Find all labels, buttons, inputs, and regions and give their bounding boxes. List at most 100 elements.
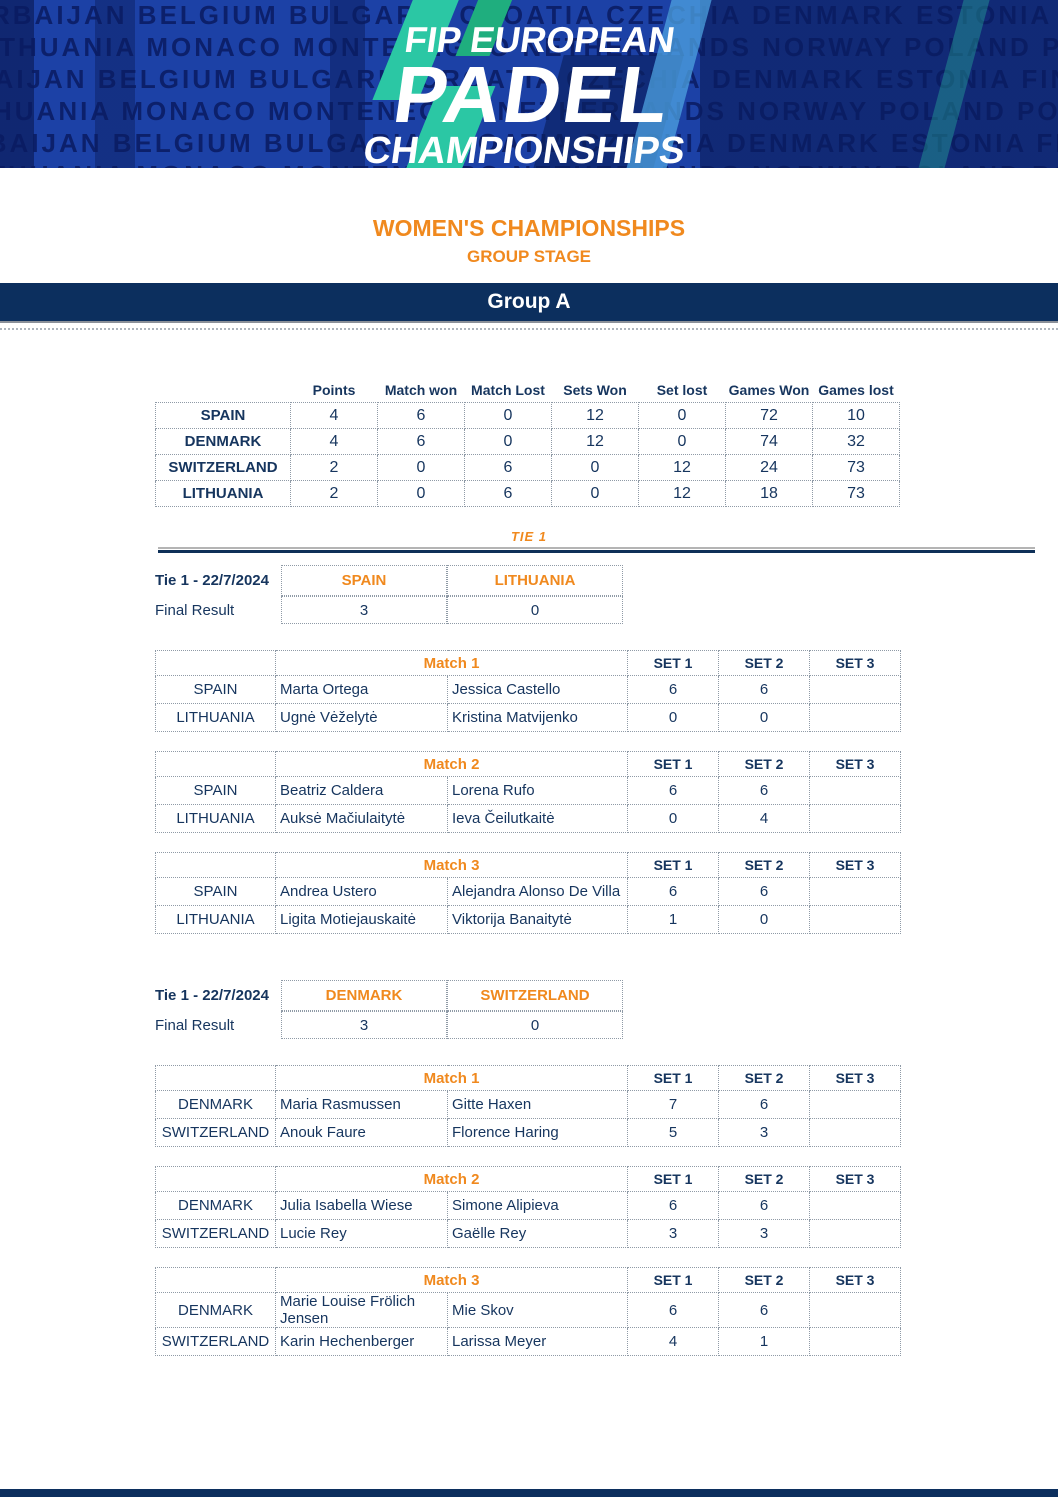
set-score: 6 — [718, 1191, 811, 1220]
stat-cell: 0 — [377, 454, 465, 481]
match-title: Match 2 — [274, 1166, 629, 1192]
player-name: Ugnė Vėželytė — [275, 703, 448, 732]
stat-cell: 0 — [464, 402, 552, 429]
player-name: Julia Isabella Wiese — [275, 1191, 448, 1220]
team-name: LITHUANIA — [155, 905, 276, 934]
set-score: 6 — [718, 675, 811, 704]
player-name: Karin Hechenberger — [275, 1327, 448, 1356]
player-name: Larissa Meyer — [446, 1327, 629, 1356]
set-score — [809, 1327, 902, 1356]
set-header: SET 2 — [718, 1267, 811, 1293]
team-name: SWITZERLAND — [155, 1327, 276, 1356]
set-score: 1 — [718, 1327, 811, 1356]
tie-team-1: DENMARK — [281, 980, 447, 1011]
player-name: Anouk Faure — [275, 1118, 448, 1147]
stat-cell: 73 — [812, 480, 900, 507]
set-score: 5 — [627, 1118, 720, 1147]
blank-cell — [155, 1065, 276, 1091]
final-result-2: 0 — [447, 1011, 623, 1039]
set-score: 6 — [718, 776, 811, 805]
set-score: 0 — [718, 703, 811, 732]
match-title: Match 1 — [274, 1065, 629, 1091]
pattern-row: AZERBAIJAN BELGIUM BULGARIA CROATIA CZEC… — [0, 128, 1058, 158]
team-name: SPAIN — [155, 675, 276, 704]
set-header: SET 3 — [809, 650, 902, 676]
standings-header: Set lost — [656, 382, 708, 398]
stat-cell: 0 — [638, 402, 726, 429]
standings-header-row: Points Match won Match Lost Sets Won Set… — [156, 382, 900, 403]
match-row: SWITZERLAND Karin Hechenberger Larissa M… — [155, 1327, 902, 1356]
pattern-row: AZERBAIJAN BELGIUM BULGARIA CROATIA CZEC… — [0, 0, 1058, 30]
blank-cell — [155, 650, 276, 676]
stat-cell: 32 — [812, 428, 900, 455]
player-name: Florence Haring — [446, 1118, 629, 1147]
match-header-row: Match 3 SET 1 SET 2 SET 3 — [155, 1267, 902, 1293]
standings-table: Points Match won Match Lost Sets Won Set… — [155, 382, 900, 507]
set-score: 6 — [627, 776, 720, 805]
standings-header: Games lost — [818, 382, 894, 398]
final-result-1: 3 — [281, 596, 447, 624]
page-title: WOMEN'S CHAMPIONSHIPS — [372, 215, 686, 241]
player-name: Kristina Matvijenko — [446, 703, 629, 732]
stat-cell: 0 — [551, 454, 639, 481]
banner-country-pattern: AZERBAIJAN BELGIUM BULGARIA CROATIA CZEC… — [0, 0, 1058, 168]
set-score: 3 — [718, 1118, 811, 1147]
match-row: LITHUANIA Ugnė Vėželytė Kristina Matvije… — [155, 703, 902, 732]
set-header: SET 2 — [718, 1065, 811, 1091]
stat-cell: 0 — [638, 428, 726, 455]
team-name: LITHUANIA — [155, 703, 276, 732]
match-row: DENMARK Maria Rasmussen Gitte Haxen 7 6 — [155, 1090, 902, 1119]
match-table: Match 1 SET 1 SET 2 SET 3 DENMARK Maria … — [155, 1065, 902, 1147]
team-name: DENMARK — [155, 428, 291, 455]
set-header: SET 1 — [627, 1166, 720, 1192]
stat-cell: 4 — [290, 402, 378, 429]
set-score: 7 — [627, 1090, 720, 1119]
banner-stripes — [0, 0, 1058, 168]
set-score: 0 — [718, 905, 811, 934]
match-table: Match 3 SET 1 SET 2 SET 3 SPAIN Andrea U… — [155, 852, 902, 934]
final-result-2: 0 — [447, 596, 623, 624]
match-table: Match 3 SET 1 SET 2 SET 3 DENMARK Marie … — [155, 1267, 902, 1356]
stat-cell: 73 — [812, 454, 900, 481]
match-row: SPAIN Beatriz Caldera Lorena Rufo 6 6 — [155, 776, 902, 805]
standings-header: Match won — [384, 382, 458, 398]
match-row: LITHUANIA Auksė Mačiulaitytė Ieva Čeilut… — [155, 804, 902, 833]
standings-header-blank — [156, 382, 291, 403]
stat-cell: 6 — [377, 402, 465, 429]
match-row: LITHUANIA Ligita Motiejauskaitė Viktorij… — [155, 905, 902, 934]
player-name: Beatriz Caldera — [275, 776, 448, 805]
standings-row: LITHUANIA 2 0 6 0 12 18 73 — [155, 480, 900, 507]
set-score: 6 — [718, 877, 811, 906]
set-header: SET 2 — [718, 650, 811, 676]
match-row: SPAIN Andrea Ustero Alejandra Alonso De … — [155, 877, 902, 906]
set-score: 6 — [627, 675, 720, 704]
set-score: 6 — [627, 1292, 720, 1328]
set-header: SET 2 — [718, 852, 811, 878]
set-score: 4 — [718, 804, 811, 833]
set-score: 6 — [718, 1090, 811, 1119]
team-name: SPAIN — [155, 877, 276, 906]
set-header: SET 1 — [627, 1065, 720, 1091]
stat-cell: 74 — [725, 428, 813, 455]
standings-header: Sets Won — [563, 382, 627, 398]
set-score — [809, 1191, 902, 1220]
set-score: 6 — [627, 877, 720, 906]
standings-row: SWITZERLAND 2 0 6 0 12 24 73 — [155, 454, 900, 481]
pattern-row: LITHUANIA MONACO MONTENEGRO NETHERLANDS … — [0, 160, 1058, 168]
player-name: Jessica Castello — [446, 675, 629, 704]
match-title: Match 2 — [274, 751, 629, 777]
pattern-row: AZERBAIJAN BELGIUM BULGARIA CROATIA CZEC… — [0, 64, 1058, 94]
set-score — [809, 1292, 902, 1328]
blank-cell — [155, 751, 276, 777]
player-name: Gitte Haxen — [446, 1090, 629, 1119]
standings-row: SPAIN 4 6 0 12 0 72 10 — [155, 402, 900, 429]
footer-bar — [0, 1489, 1058, 1497]
pattern-row: LITHUANIA MONACO MONTENEGRO NETHERLANDS … — [0, 96, 1058, 126]
standings-header: Match Lost — [471, 382, 545, 398]
set-header: SET 1 — [627, 852, 720, 878]
player-name: Ieva Čeilutkaitė — [446, 804, 629, 833]
team-name: DENMARK — [155, 1090, 276, 1119]
set-score: 6 — [627, 1191, 720, 1220]
player-name: Ligita Motiejauskaitė — [275, 905, 448, 934]
